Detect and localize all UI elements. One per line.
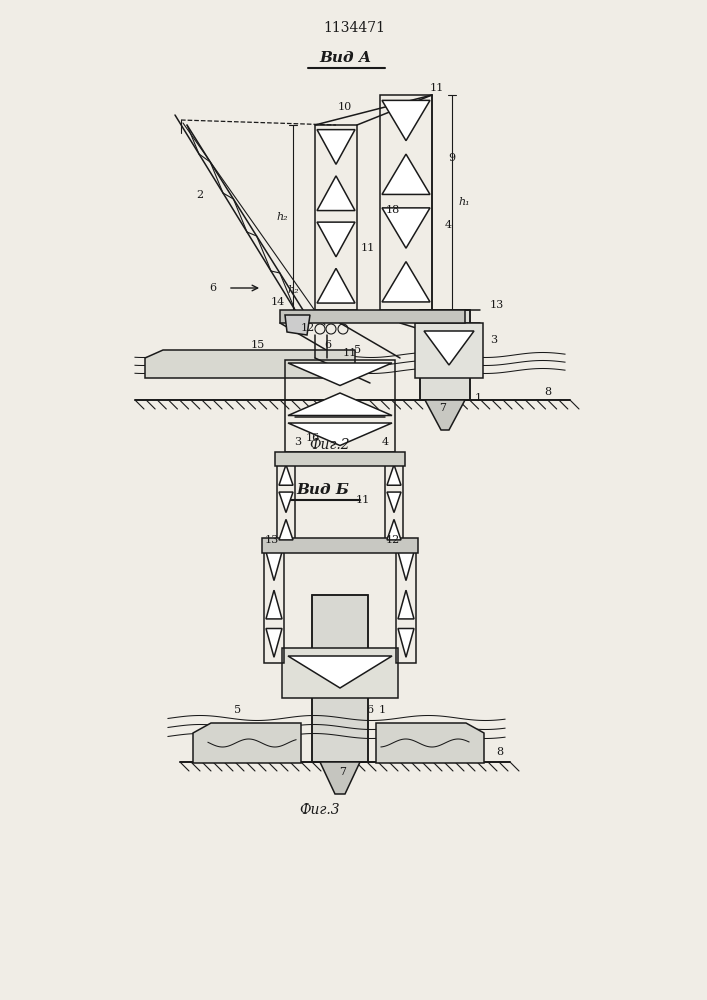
Text: 15: 15 bbox=[251, 340, 265, 350]
Text: 14: 14 bbox=[271, 297, 285, 307]
Bar bbox=[315, 125, 357, 310]
Polygon shape bbox=[288, 423, 392, 446]
Bar bbox=[275, 452, 405, 466]
Text: h₂: h₂ bbox=[276, 212, 288, 222]
Bar bbox=[415, 323, 483, 378]
Bar bbox=[282, 648, 398, 698]
Text: h₁: h₁ bbox=[458, 197, 470, 207]
Text: 5: 5 bbox=[235, 705, 242, 715]
Text: 5: 5 bbox=[354, 345, 361, 355]
Polygon shape bbox=[387, 519, 401, 540]
Text: 11: 11 bbox=[361, 243, 375, 253]
Polygon shape bbox=[317, 176, 355, 211]
Polygon shape bbox=[279, 465, 293, 485]
Polygon shape bbox=[266, 590, 282, 619]
Polygon shape bbox=[279, 519, 293, 540]
Text: 8: 8 bbox=[496, 747, 503, 757]
Polygon shape bbox=[317, 130, 355, 164]
Bar bbox=[385, 462, 403, 544]
Bar bbox=[420, 310, 470, 400]
Text: 10: 10 bbox=[338, 102, 352, 112]
Text: 18: 18 bbox=[386, 205, 400, 215]
Text: 7: 7 bbox=[339, 767, 346, 777]
Text: 16: 16 bbox=[306, 433, 320, 443]
Polygon shape bbox=[382, 100, 430, 141]
Polygon shape bbox=[288, 656, 392, 688]
Text: 7: 7 bbox=[440, 403, 447, 413]
Bar bbox=[277, 462, 295, 544]
Polygon shape bbox=[317, 222, 355, 257]
Text: Вид Б: Вид Б bbox=[296, 483, 349, 497]
Polygon shape bbox=[376, 723, 484, 763]
Bar bbox=[380, 95, 432, 310]
Bar bbox=[312, 595, 368, 762]
Polygon shape bbox=[398, 590, 414, 619]
Text: 1: 1 bbox=[378, 705, 385, 715]
Bar bbox=[280, 310, 465, 323]
Text: Вид А: Вид А bbox=[319, 51, 371, 65]
Bar bbox=[264, 548, 284, 663]
Text: Фиг.3: Фиг.3 bbox=[300, 803, 340, 817]
Bar bbox=[285, 360, 395, 452]
Polygon shape bbox=[279, 492, 293, 513]
Polygon shape bbox=[266, 629, 282, 657]
Polygon shape bbox=[266, 552, 282, 581]
Text: 3: 3 bbox=[294, 437, 302, 447]
Text: 12: 12 bbox=[301, 323, 315, 333]
Text: 13: 13 bbox=[265, 535, 279, 545]
Text: 6: 6 bbox=[325, 340, 332, 350]
Text: 12: 12 bbox=[386, 535, 400, 545]
Polygon shape bbox=[382, 154, 430, 194]
Polygon shape bbox=[320, 762, 360, 794]
Polygon shape bbox=[285, 315, 310, 335]
Text: 9: 9 bbox=[448, 153, 455, 163]
Polygon shape bbox=[387, 465, 401, 485]
Text: 13: 13 bbox=[490, 300, 504, 310]
Polygon shape bbox=[425, 400, 465, 430]
Text: 4: 4 bbox=[445, 220, 452, 230]
Polygon shape bbox=[288, 363, 392, 385]
Text: 11: 11 bbox=[356, 495, 370, 505]
Polygon shape bbox=[193, 723, 301, 763]
Text: 6: 6 bbox=[366, 705, 373, 715]
Polygon shape bbox=[424, 331, 474, 365]
Text: 2: 2 bbox=[197, 190, 204, 200]
Polygon shape bbox=[382, 208, 430, 248]
Bar bbox=[262, 538, 418, 553]
Text: 8: 8 bbox=[544, 387, 551, 397]
Bar bbox=[312, 595, 368, 762]
Text: h₂: h₂ bbox=[287, 285, 299, 295]
Polygon shape bbox=[288, 393, 392, 416]
Text: 4: 4 bbox=[382, 437, 389, 447]
Text: 11: 11 bbox=[343, 348, 357, 358]
Text: 6: 6 bbox=[209, 283, 216, 293]
Text: 3: 3 bbox=[491, 335, 498, 345]
Polygon shape bbox=[382, 262, 430, 302]
Bar bbox=[420, 310, 470, 400]
Polygon shape bbox=[317, 268, 355, 303]
Text: 11: 11 bbox=[430, 83, 444, 93]
Text: 1: 1 bbox=[474, 393, 481, 403]
Text: Фиг.2: Фиг.2 bbox=[310, 438, 350, 452]
Text: 1134471: 1134471 bbox=[323, 21, 385, 35]
Polygon shape bbox=[387, 492, 401, 513]
Polygon shape bbox=[398, 552, 414, 581]
Polygon shape bbox=[145, 350, 355, 378]
Polygon shape bbox=[398, 629, 414, 657]
Bar bbox=[396, 548, 416, 663]
